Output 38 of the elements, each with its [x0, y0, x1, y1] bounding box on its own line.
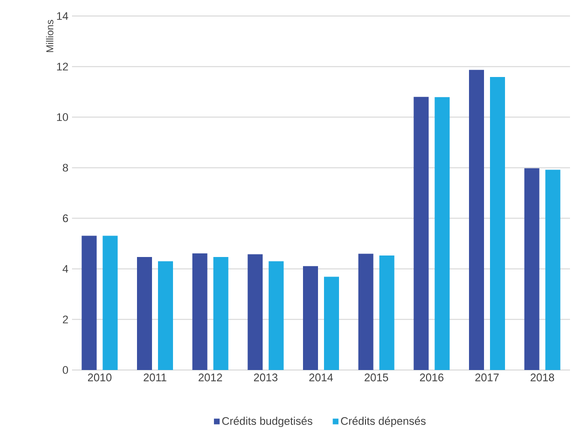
y-tick-label: 10 [57, 113, 68, 122]
bar [158, 261, 174, 370]
x-tick-label: 2018 [530, 374, 554, 382]
bar [324, 276, 339, 370]
bar [137, 256, 152, 370]
y-tick-label: 4 [62, 265, 68, 273]
bar [414, 96, 429, 370]
y-tick-label: 8 [62, 164, 68, 172]
y-tick-label: 0 [62, 366, 68, 374]
bar [469, 70, 484, 370]
x-tick-label: 2011 [144, 374, 166, 382]
bar [102, 236, 118, 370]
bar [524, 168, 540, 370]
y-tick-label: 2 [62, 316, 68, 324]
x-tick-label: 2016 [420, 374, 444, 382]
bar [268, 261, 284, 370]
bar [545, 170, 560, 370]
bar [379, 255, 394, 370]
bar [490, 76, 506, 370]
bar [434, 97, 450, 370]
legend-label: Crédits dépensés [341, 416, 426, 428]
x-tick-label: 2014 [309, 374, 333, 382]
y-tick-label: 12 [57, 62, 68, 70]
bar [82, 236, 97, 370]
x-tick-label: 2017 [475, 374, 499, 382]
y-axis-title: Millions [46, 20, 54, 52]
bar [248, 254, 263, 370]
x-tick-label: 2010 [88, 374, 112, 382]
x-tick-label: 2012 [198, 374, 222, 382]
x-tick-label: 2013 [254, 374, 278, 382]
y-tick-label: 6 [62, 214, 68, 222]
bar [358, 254, 374, 370]
x-tick-label: 2015 [364, 374, 388, 382]
y-tick-label: 14 [57, 12, 68, 20]
bar [303, 266, 318, 370]
bar [192, 253, 208, 370]
legend-label: Crédits budgetisés [222, 416, 312, 428]
bar [213, 256, 228, 370]
